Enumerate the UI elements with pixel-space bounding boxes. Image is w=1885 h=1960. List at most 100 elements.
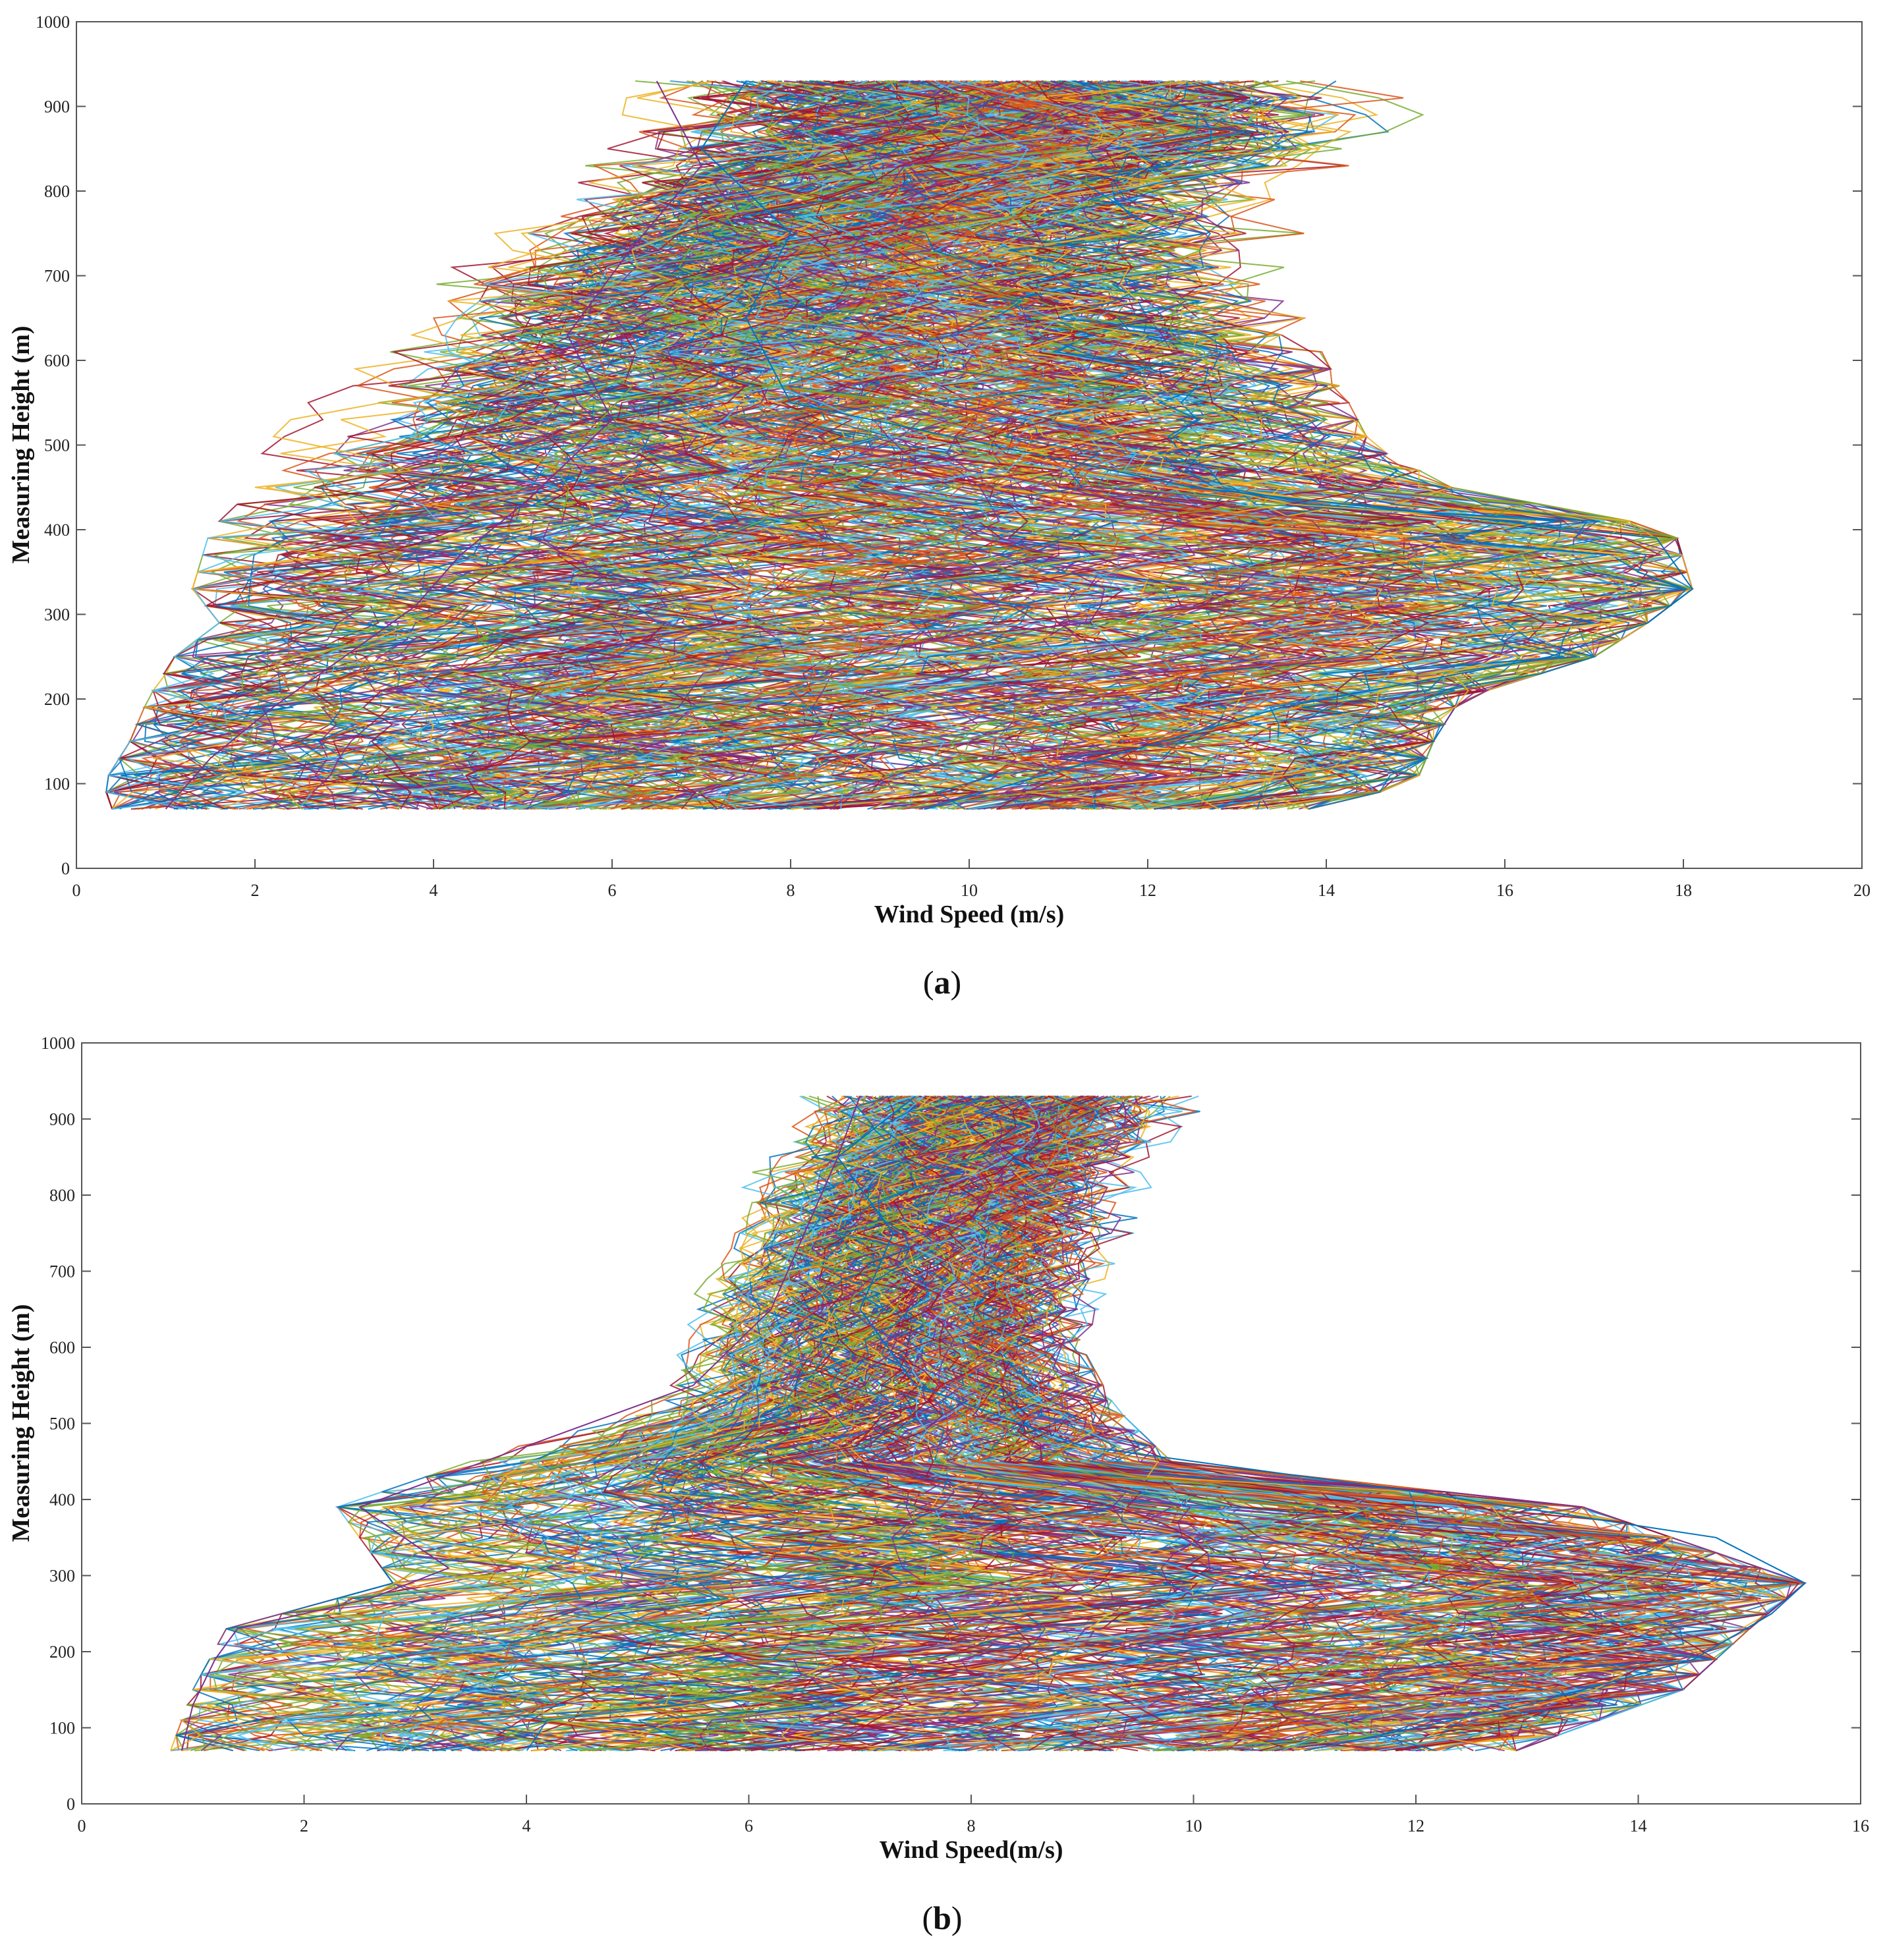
series-line — [1025, 1095, 1807, 1751]
series-line — [107, 80, 839, 810]
series-line — [980, 1095, 1761, 1752]
series-line — [861, 80, 1281, 810]
series-line-representative — [700, 80, 1693, 810]
series-line — [190, 1095, 870, 1752]
x-tick-label: 14 — [1630, 1816, 1647, 1835]
series-line-representative — [181, 1096, 861, 1751]
series-line — [906, 1096, 1262, 1752]
series-line — [529, 1095, 946, 1752]
y-tick-label: 900 — [44, 98, 70, 117]
chart-b-panel-letter: b — [933, 1899, 951, 1936]
series-line — [882, 80, 1431, 810]
x-tick-label: 2 — [300, 1816, 308, 1835]
series-line — [208, 80, 895, 810]
chart-panel-b: 0 2 4 6 8 10 12 14 16 0 100 200 300 400 500 600 700 800 9… — [0, 1028, 1885, 1960]
series-line — [920, 1095, 1548, 1752]
chart-b-series-group — [170, 1095, 1807, 1752]
chart-b-svg: 0 2 4 6 8 10 12 14 16 0 100 200 300 400 500 600 700 800 9… — [7, 1034, 1869, 1936]
x-tick-label: 4 — [522, 1816, 531, 1835]
chart-panel-a: 0 2 4 6 8 10 12 14 16 18 20 0 100 200 300 400 500 600 700… — [7, 13, 1871, 1001]
series-line — [638, 1095, 1045, 1752]
chart-a-panel-letter: a — [934, 964, 951, 1001]
series-line — [451, 1096, 942, 1752]
y-tick-label: 800 — [49, 1186, 75, 1205]
series-line — [922, 1096, 1299, 1752]
series-line — [881, 80, 1474, 810]
series-line — [436, 80, 978, 810]
y-tick-label: 600 — [44, 351, 70, 370]
series-line — [975, 80, 1655, 810]
series-line — [965, 1095, 1789, 1752]
series-line — [1012, 80, 1683, 810]
series-line-representative — [165, 80, 702, 810]
chart-b-y-ticks: 0 100 200 300 400 500 600 700 800 900 1000 — [41, 1034, 1861, 1814]
series-line — [1131, 80, 1693, 810]
series-line — [530, 1095, 1005, 1752]
series-line — [882, 1096, 1321, 1752]
series-line — [1080, 80, 1693, 810]
y-tick-label: 900 — [49, 1110, 75, 1129]
series-line — [170, 1096, 934, 1752]
x-tick-label: 8 — [967, 1816, 976, 1835]
series-line — [939, 1095, 1490, 1752]
series-line — [829, 1096, 1191, 1752]
series-line — [1052, 80, 1672, 810]
series-line — [355, 1095, 928, 1752]
series-line — [748, 80, 1235, 810]
series-line — [969, 1095, 1691, 1751]
series-line — [542, 1095, 957, 1752]
series-line — [1111, 80, 1685, 810]
series-line — [111, 80, 837, 810]
series-line — [990, 1095, 1786, 1752]
series-line — [938, 1095, 1596, 1752]
series-line — [374, 1095, 946, 1752]
chart-b-y-axis-title: Measuring Height (m) — [7, 1304, 35, 1542]
series-line — [329, 80, 896, 810]
series-line — [207, 1095, 886, 1751]
series-line — [1065, 80, 1652, 810]
series-line — [322, 80, 949, 810]
chart-b-x-ticks: 0 2 4 6 8 10 12 14 16 — [78, 1795, 1869, 1835]
y-tick-label: 500 — [44, 436, 70, 455]
series-line — [295, 1095, 901, 1752]
series-line — [362, 80, 910, 810]
series-line — [381, 1096, 959, 1752]
y-tick-label: 500 — [49, 1414, 75, 1434]
series-line — [152, 80, 717, 810]
series-line — [111, 80, 847, 810]
y-tick-label: 100 — [44, 775, 70, 794]
series-line — [1067, 80, 1688, 810]
x-tick-label: 20 — [1853, 881, 1871, 900]
x-tick-label: 0 — [78, 1816, 86, 1835]
x-tick-label: 8 — [787, 881, 795, 900]
series-line — [380, 1095, 883, 1751]
y-tick-label: 200 — [49, 1642, 75, 1662]
x-tick-label: 4 — [430, 881, 438, 900]
series-line — [403, 80, 884, 810]
chart-b-x-axis-title: Wind Speed(m/s) — [879, 1836, 1063, 1864]
series-line — [432, 1095, 933, 1751]
series-line — [339, 1096, 925, 1751]
series-line — [636, 80, 1056, 810]
x-tick-label: 14 — [1318, 881, 1335, 900]
series-line — [834, 80, 1263, 810]
series-line — [874, 1095, 1513, 1752]
series-line — [694, 1095, 1127, 1752]
y-tick-label: 100 — [49, 1719, 75, 1738]
series-line — [735, 80, 1191, 810]
y-tick-label: 700 — [44, 267, 70, 286]
series-line — [186, 1095, 884, 1751]
series-line — [965, 1096, 1546, 1752]
series-line — [311, 80, 985, 810]
series-line — [308, 80, 886, 810]
series-line — [271, 1095, 912, 1752]
chart-b-panel-label: (b) — [922, 1899, 962, 1936]
y-tick-label: 300 — [44, 605, 70, 625]
y-tick-label: 400 — [49, 1490, 75, 1509]
series-line — [209, 1095, 911, 1752]
series-line — [790, 1096, 1223, 1752]
y-tick-label: 700 — [49, 1262, 75, 1281]
series-line — [917, 1096, 1529, 1752]
series-line — [593, 1095, 1032, 1752]
series-line — [303, 80, 934, 810]
